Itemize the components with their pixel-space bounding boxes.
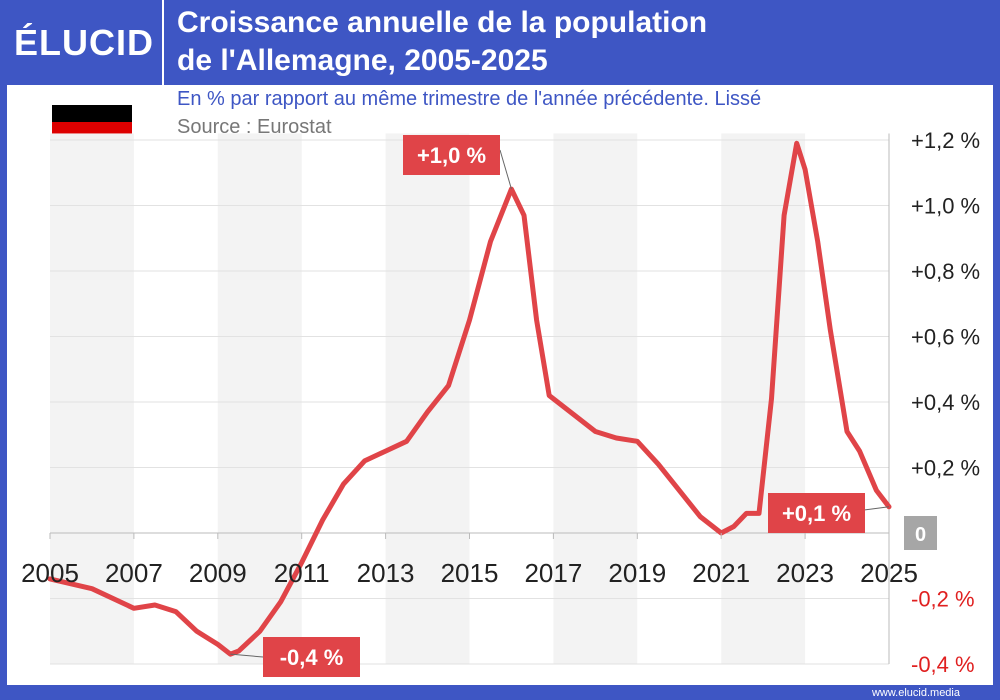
annotation-box xyxy=(403,135,500,175)
population-growth-line xyxy=(47,140,892,657)
y-tick-label: +0,4 % xyxy=(911,390,980,415)
annotation-leader xyxy=(499,149,512,190)
footer-url: www.elucid.media xyxy=(871,687,960,699)
y-tick-label: +0,6 % xyxy=(911,325,980,350)
x-tick-label: 2009 xyxy=(189,558,247,588)
y-tick-label: +1,0 % xyxy=(911,194,980,219)
title-line-1: Croissance annuelle de la population xyxy=(177,6,708,39)
x-tick-label: 2019 xyxy=(608,558,666,588)
annotation-label: -0,4 % xyxy=(280,645,344,670)
shaded-band xyxy=(721,133,806,664)
chart-title: Croissance annuelle de la population de l… xyxy=(177,4,707,80)
shaded-band xyxy=(50,133,134,664)
annotation-label: +0,1 % xyxy=(782,501,851,526)
y-tick-label: -0,2 % xyxy=(911,587,975,612)
zero-label: 0 xyxy=(915,524,926,546)
annotation-box xyxy=(263,637,360,677)
annotation-leader xyxy=(863,506,890,511)
x-tick-label: 2007 xyxy=(105,558,163,588)
y-tick-label: +0,8 % xyxy=(911,259,980,284)
annotation-box xyxy=(768,493,865,533)
annotation-label: +1,0 % xyxy=(417,143,486,168)
x-tick-label: 2017 xyxy=(524,558,582,588)
y-tick-label: -0,4 % xyxy=(911,652,975,677)
title-line-2: de l'Allemagne, 2005-2025 xyxy=(177,44,548,77)
x-tick-label: 2005 xyxy=(21,558,79,588)
y-tick-label: +1,2 % xyxy=(911,128,980,153)
x-tick-label: 2011 xyxy=(274,558,330,588)
x-tick-label: 2021 xyxy=(692,558,750,588)
shaded-band xyxy=(217,133,302,664)
x-tick-label: 2013 xyxy=(357,558,415,588)
x-tick-label: 2015 xyxy=(441,558,499,588)
header-divider xyxy=(162,0,164,85)
annotation-leader xyxy=(230,653,264,658)
chart-source: Source : Eurostat xyxy=(177,116,332,138)
shaded-band xyxy=(385,133,470,664)
elucid-logo: ÉLUCID xyxy=(14,22,154,63)
chart-subtitle: En % par rapport au même trimestre de l'… xyxy=(177,88,762,110)
x-tick-label: 2025 xyxy=(860,558,918,588)
y-tick-label: +0,2 % xyxy=(911,456,980,481)
x-tick-label: 2023 xyxy=(776,558,834,588)
shaded-band xyxy=(553,133,638,664)
chart-panel xyxy=(7,85,993,685)
zero-badge xyxy=(904,516,937,550)
